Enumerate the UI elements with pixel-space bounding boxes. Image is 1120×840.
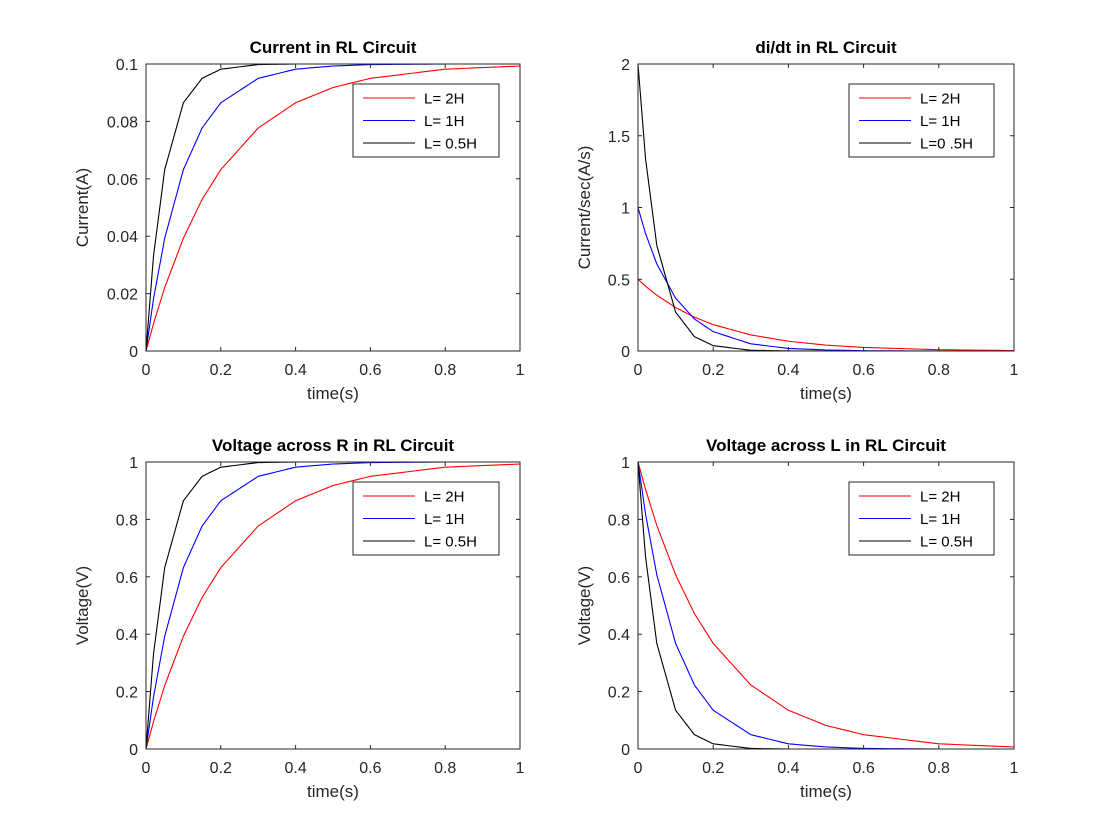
x-tick-label: 0.4 xyxy=(777,760,799,777)
chart-title: Voltage across L in RL Circuit xyxy=(706,436,946,455)
x-tick-label: 0.4 xyxy=(284,760,306,777)
legend: L= 2H L= 1H L= 0.5H xyxy=(352,83,500,158)
y-tick-label: 0.2 xyxy=(608,685,630,702)
y-tick-label: 0.4 xyxy=(608,627,630,644)
x-tick-label: 0.6 xyxy=(852,362,874,379)
y-tick-label: 0 xyxy=(129,344,138,361)
x-axis-label: time(s) xyxy=(307,782,359,801)
x-tick-label: 0.2 xyxy=(210,760,232,777)
legend: L= 2H L= 1H L= 0.5H xyxy=(352,481,500,556)
y-tick-label: 0.6 xyxy=(116,570,138,587)
y-tick-label: 0 xyxy=(621,344,630,361)
y-axis-label: Current/sec(A/s) xyxy=(575,146,594,270)
y-tick-label: 1.5 xyxy=(608,129,630,146)
y-tick-label: 0.2 xyxy=(116,685,138,702)
y-tick-label: 0.08 xyxy=(107,114,138,131)
x-tick-label: 0 xyxy=(634,362,643,379)
series-line-1 xyxy=(638,461,1014,748)
y-axis-label: Current(A) xyxy=(73,168,92,247)
legend-label-1: L= 2H xyxy=(424,489,464,506)
x-tick-label: 0.4 xyxy=(284,362,306,379)
axes-box xyxy=(145,63,521,352)
x-tick-label: 0.8 xyxy=(928,760,950,777)
y-tick-label: 0.02 xyxy=(107,287,138,304)
x-tick-label: 0 xyxy=(142,362,151,379)
legend-label-1: L= 2H xyxy=(920,91,960,108)
x-axis-label: time(s) xyxy=(307,384,359,403)
x-axis-label: time(s) xyxy=(800,782,852,801)
x-tick-label: 0.6 xyxy=(359,362,381,379)
legend-label-2: L= 1H xyxy=(920,113,960,130)
chart-title: di/dt in RL Circuit xyxy=(755,38,897,57)
x-tick-label: 0.4 xyxy=(777,362,799,379)
x-tick-label: 0.6 xyxy=(359,760,381,777)
chart-panel-2: 0 0.2 0.4 0.6 0.8 1 0 0.5 1 1.5 2 di/dt in RL Circu… xyxy=(575,38,1019,403)
x-tick-label: 0.2 xyxy=(210,362,232,379)
chart-panel-3: 0 0.2 0.4 0.6 0.8 1 0 0.2 0.4 0.6 0.8 1 Voltage acro… xyxy=(73,436,525,801)
x-tick-label: 1 xyxy=(516,362,525,379)
legend-label-3: L= 0.5H xyxy=(920,534,973,551)
axes-box xyxy=(637,461,1015,750)
y-tick-label: 0.4 xyxy=(116,627,138,644)
chart-title: Voltage across R in RL Circuit xyxy=(212,436,454,455)
x-tick-label: 0.8 xyxy=(434,362,456,379)
legend-label-2: L= 1H xyxy=(920,511,960,528)
x-tick-label: 1 xyxy=(1010,760,1019,777)
legend-label-3: L= 0.5H xyxy=(424,534,477,551)
y-tick-label: 0.6 xyxy=(608,570,630,587)
legend: L= 2H L= 1H L=0 .5H xyxy=(848,83,995,158)
legend-label-1: L= 2H xyxy=(920,489,960,506)
y-tick-label: 0.8 xyxy=(116,512,138,529)
series-line-1 xyxy=(146,463,520,750)
x-tick-label: 1 xyxy=(516,760,525,777)
y-tick-label: 1 xyxy=(129,455,138,472)
y-tick-label: 0 xyxy=(129,742,138,759)
y-tick-label: 1 xyxy=(621,201,630,218)
y-tick-label: 0.1 xyxy=(116,57,138,74)
chart-title: Current in RL Circuit xyxy=(250,38,417,57)
legend-label-3: L=0 .5H xyxy=(920,136,973,153)
x-tick-label: 0 xyxy=(634,760,643,777)
y-tick-label: 1 xyxy=(621,455,630,472)
x-tick-label: 0 xyxy=(142,760,151,777)
x-tick-label: 0.2 xyxy=(702,362,724,379)
x-axis-label: time(s) xyxy=(800,384,852,403)
legend-label-1: L= 2H xyxy=(424,91,464,108)
legend-label-3: L= 0.5H xyxy=(424,136,477,153)
legend-label-2: L= 1H xyxy=(424,113,464,130)
x-tick-label: 0.8 xyxy=(434,760,456,777)
y-tick-label: 0.8 xyxy=(608,512,630,529)
chart-panel-1: 0 0.2 0.4 0.6 0.8 1 0 0.02 0.04 0.06 0.08 0.1 Curren… xyxy=(73,38,525,403)
x-tick-label: 0.8 xyxy=(928,362,950,379)
y-tick-label: 0.04 xyxy=(107,229,138,246)
x-tick-label: 0.2 xyxy=(702,760,724,777)
y-axis-label: Voltage(V) xyxy=(575,566,594,645)
y-tick-label: 2 xyxy=(621,57,630,74)
legend: L= 2H L= 1H L= 0.5H xyxy=(848,481,995,556)
y-axis-label: Voltage(V) xyxy=(73,566,92,645)
series-line-1 xyxy=(638,278,1014,352)
series-line-1 xyxy=(146,65,520,352)
y-tick-label: 0 xyxy=(621,742,630,759)
y-tick-label: 0.5 xyxy=(608,272,630,289)
x-tick-label: 0.6 xyxy=(852,760,874,777)
x-tick-label: 1 xyxy=(1010,362,1019,379)
y-tick-label: 0.06 xyxy=(107,172,138,189)
chart-panel-4: 0 0.2 0.4 0.6 0.8 1 0 0.2 0.4 0.6 0.8 1 Voltage acro… xyxy=(575,436,1019,801)
legend-label-2: L= 1H xyxy=(424,511,464,528)
axes-box xyxy=(145,461,521,750)
